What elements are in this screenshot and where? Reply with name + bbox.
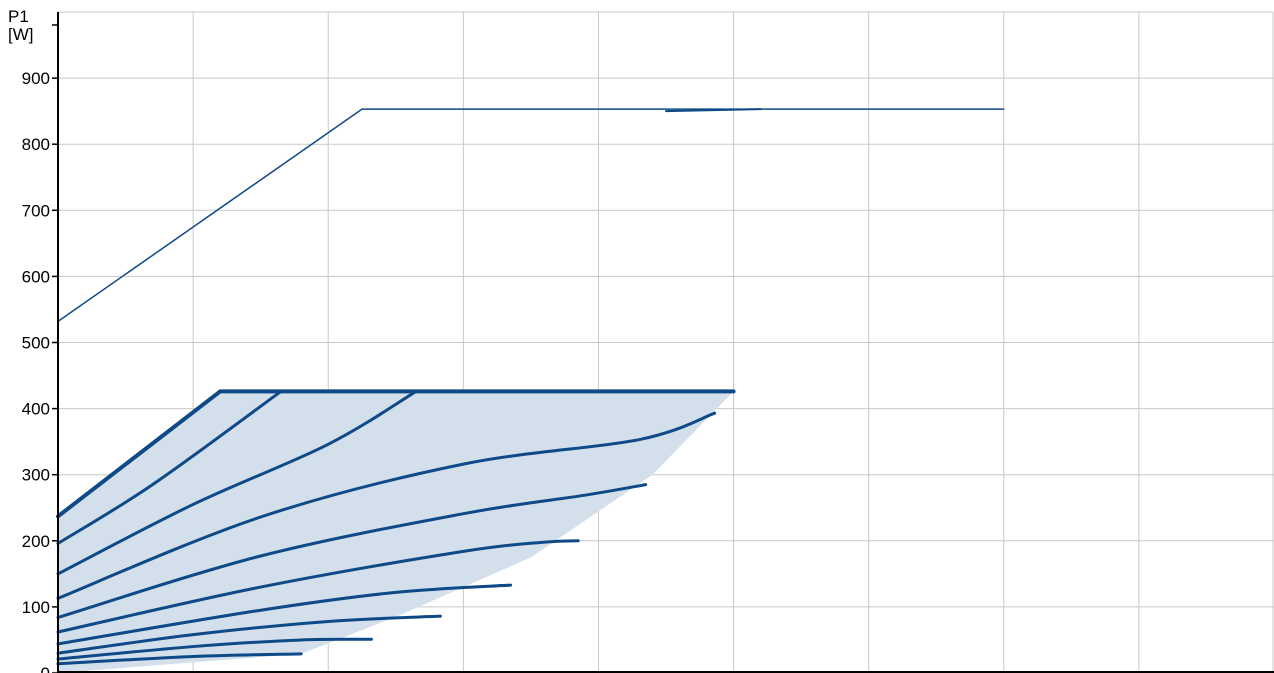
power-curve-11 [56, 637, 373, 661]
power-curve-12 [56, 652, 303, 666]
y-tick-label: 100 [22, 598, 50, 617]
power-curve-4 [56, 389, 283, 545]
y-axis-label-name: P1 [8, 7, 29, 26]
operating-range-area [58, 391, 734, 673]
y-axis-label: P1 [W] [8, 8, 34, 44]
y-tick-label: 900 [22, 69, 50, 88]
power-curve-5 [56, 389, 418, 576]
y-axis-label-unit: [W] [8, 25, 34, 44]
y-tick-label: 800 [22, 135, 50, 154]
y-tick-label: 300 [22, 466, 50, 485]
power-curve-7 [56, 483, 648, 619]
y-tick-label: 600 [22, 267, 50, 286]
power-curve-1 [57, 108, 1005, 323]
y-tick-label: 0 [41, 664, 50, 673]
power-curve-6 [56, 411, 717, 600]
power-curve-8 [56, 539, 580, 634]
y-tick-label: 500 [22, 334, 50, 353]
y-tick-label: 700 [22, 201, 50, 220]
y-tick-label: 400 [22, 400, 50, 419]
power-curve-10 [56, 614, 442, 655]
power-curve-9 [56, 583, 513, 646]
power-curve-2 [665, 108, 762, 113]
y-tick-label: 200 [22, 532, 50, 551]
power-curve-3 [56, 389, 736, 519]
